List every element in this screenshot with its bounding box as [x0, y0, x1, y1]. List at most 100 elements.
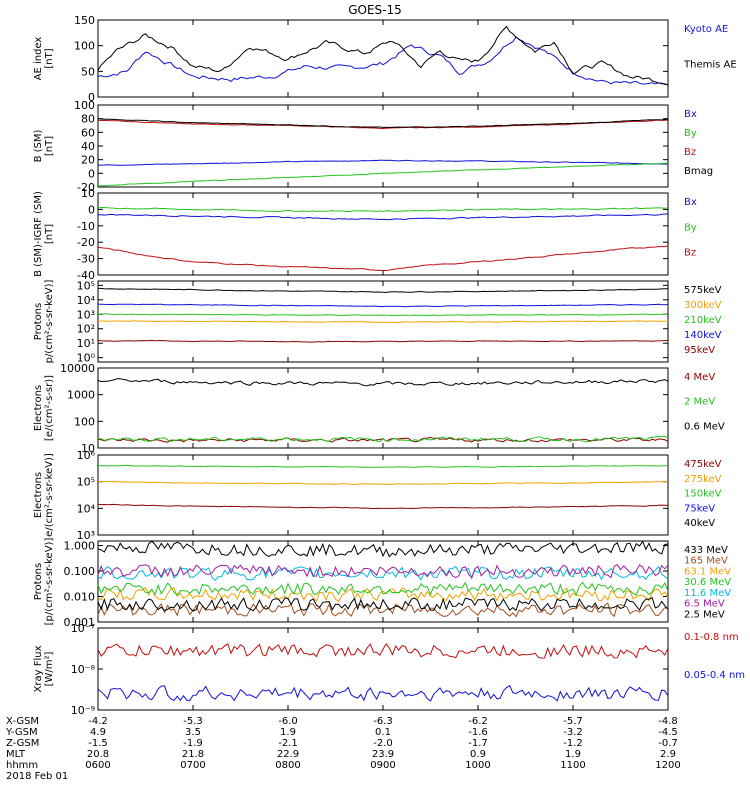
- legend-entry: 0.05-0.4 nm: [684, 670, 745, 681]
- panel-bigrf: -40 -30 -20 -10 0 10 B (SM)-IGRF (SM) [nT] Bx By B…: [33, 187, 697, 282]
- ephemeris-row-label: MLT: [6, 749, 26, 760]
- ephemeris-row-label: Z-GSM: [6, 738, 39, 749]
- y-tick-label: 10³: [77, 308, 95, 321]
- panel-electrons_mev: 10 100 1000 10000 Electrons [e/(cm²-s-sr)] 4 M…: [33, 362, 725, 455]
- y-tick-label: -20: [77, 236, 95, 249]
- y-axis-label: B (SM) [nT]: [33, 129, 55, 162]
- ephemeris-value: -5.3: [183, 716, 203, 727]
- series-line-bigrf-2: [97, 245, 669, 272]
- legend-entry: 30.6 MeV: [684, 577, 731, 588]
- ephemeris-value: 3.5: [185, 727, 201, 738]
- legend-entry: By: [684, 222, 697, 233]
- legend-entry: 11.6 MeV: [684, 588, 731, 599]
- y-tick-label: 1.000: [64, 539, 96, 552]
- panel-frame: [97, 540, 669, 623]
- y-tick-label: 150: [74, 14, 95, 27]
- y-tick-label: 100: [74, 99, 95, 112]
- series-line-bsm-2: [97, 119, 668, 130]
- legend-entry: 140keV: [684, 330, 722, 341]
- legend-entry: 575keV: [684, 285, 722, 296]
- ephemeris-value: -0.7: [658, 738, 678, 749]
- ephemeris-value: 2.9: [660, 749, 676, 760]
- y-tick-label: 10⁴: [77, 294, 96, 307]
- x-tick-label: 0900: [370, 760, 395, 771]
- y-tick-label: 10⁴: [77, 502, 96, 515]
- series-line-protons-2: [98, 313, 669, 317]
- legend-entry: 2.5 MeV: [684, 609, 725, 620]
- legend-entry: Bz: [684, 248, 696, 259]
- series-line-protons-0: [98, 287, 668, 293]
- series-line-electrons_kev-2: [98, 464, 669, 468]
- series-line-protons_mev-3: [97, 581, 669, 597]
- y-tick-label: -10: [77, 220, 95, 233]
- series-line-electrons_mev-1: [97, 435, 669, 443]
- date-label: 2018 Feb 01: [6, 771, 68, 782]
- legend-entry: By: [684, 128, 697, 139]
- series-line-electrons_kev-1: [97, 480, 669, 486]
- y-tick-label: 40: [81, 140, 95, 153]
- y-axis-label-line: Electrons: [33, 472, 44, 518]
- ephemeris-table: X-GSM -4.2 -5.3 -6.0 -6.3 -6.2 -5.7 -4.8 Y-GSM 4.…: [5, 716, 681, 782]
- legend-entry: Bmag: [684, 166, 713, 177]
- ephemeris-value: -2.1: [278, 738, 298, 749]
- series-line-xray-1: [97, 684, 669, 702]
- legend-entry: 40keV: [684, 518, 715, 529]
- y-tick-label: 10²: [77, 323, 95, 336]
- series-line-bigrf-0: [97, 213, 669, 221]
- ephemeris-value: -6.0: [278, 716, 298, 727]
- panel-electrons_kev: 10³ 10⁴ 10⁵ 10⁶ Electrons e/(cm²-s-sr-keV)] 47…: [33, 449, 722, 542]
- y-axis-label-line: B (SM)-IGRF (SM): [33, 191, 44, 277]
- series-line-protons_mev-6: [97, 597, 669, 612]
- ephemeris-value: -6.2: [468, 716, 488, 727]
- y-axis-label: Electrons [e/(cm²-s-sr)]: [33, 375, 55, 441]
- y-tick-label: 100: [74, 40, 95, 53]
- y-tick-label: 10000: [60, 362, 95, 375]
- y-axis-label-line: p/(cm²-s-sr-keV)]: [44, 280, 55, 364]
- x-tick-label: 0600: [85, 760, 110, 771]
- ephemeris-value: 23.9: [372, 749, 394, 760]
- y-tick-label: 50: [81, 65, 95, 78]
- legend-entry: 95keV: [684, 345, 715, 356]
- y-axis-label-line: [nT]: [44, 224, 55, 244]
- series-line-protons_mev-0: [97, 540, 669, 558]
- y-tick-label: 10⁵: [77, 279, 95, 292]
- y-tick-label: 10: [81, 187, 95, 200]
- y-axis-label: Protons [p/(cm²-s-sr-keV)]: [33, 538, 55, 626]
- legend-entry: 2 MeV: [684, 397, 715, 408]
- panel-xray: 10⁻⁹ 10⁻⁸ 10⁻⁷ Xray Flux [W/m²] 0.1-0.8 nm 0.0…: [33, 622, 745, 717]
- y-tick-label: 60: [81, 126, 95, 139]
- legend-entry: 433 MeV: [684, 545, 728, 556]
- chart-title: GOES-15: [348, 3, 402, 17]
- panel-frame: [97, 192, 669, 276]
- panel-frame: [97, 104, 669, 188]
- ephemeris-value: -6.3: [373, 716, 393, 727]
- y-tick-label: 10⁻⁹: [71, 704, 95, 717]
- y-axis-label-line: AE index: [33, 37, 44, 81]
- series-line-bsm-3: [97, 118, 669, 129]
- series-line-ae-0: [97, 36, 669, 86]
- legend-entry: 0.6 MeV: [684, 421, 725, 432]
- y-tick-label: 10: [81, 442, 95, 455]
- ephemeris-value: -1.5: [88, 738, 108, 749]
- x-tick-label: 0800: [275, 760, 300, 771]
- ephemeris-value: 0.1: [375, 727, 391, 738]
- x-tick-label: 1200: [655, 760, 680, 771]
- panel-protons_mev: 0.001 0.010 0.100 1.000 Protons [p/(cm²-s-sr-…: [33, 538, 731, 629]
- ephemeris-value: -3.2: [563, 727, 583, 738]
- ephemeris-value: 22.9: [277, 749, 299, 760]
- y-axis-label-line: e/(cm²-s-sr-keV)]: [44, 453, 55, 537]
- y-axis-label-line: [p/(cm²-s-sr-keV)]: [44, 538, 55, 626]
- x-tick-label: 1100: [560, 760, 585, 771]
- y-axis-label: AE index [nT]: [33, 37, 55, 81]
- panel-ae: 0 50 100 150 AE index [nT] Kyoto AE Themis AE: [33, 14, 737, 104]
- legend-entry: 75keV: [684, 503, 715, 514]
- y-tick-label: 10¹: [77, 337, 95, 350]
- y-tick-label: 10³: [77, 529, 95, 542]
- ephemeris-value: -4.2: [88, 716, 108, 727]
- y-tick-label: 10⁰: [77, 352, 96, 365]
- ephemeris-row-label: Y-GSM: [5, 727, 38, 738]
